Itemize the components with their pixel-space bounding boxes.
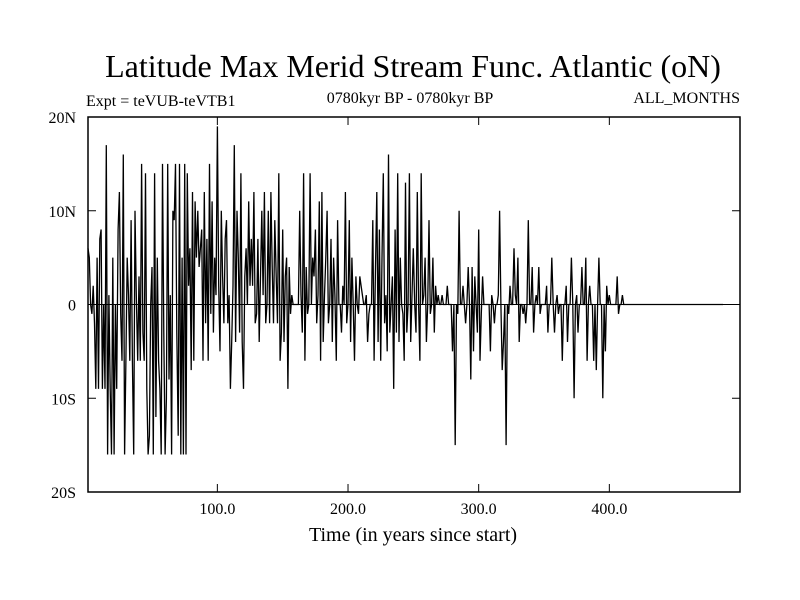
series-layer	[87, 126, 723, 455]
x-tick-label: 300.0	[461, 501, 497, 518]
x-axis: 100.0 200.0 300.0 400.0	[199, 117, 627, 518]
x-tick-label: 400.0	[591, 501, 627, 518]
period-label: 0780kyr BP - 0780kyr BP	[327, 90, 494, 107]
y-axis: 20N 10N 0 10S 20S	[48, 110, 740, 502]
x-axis-label: Time (in years since start)	[309, 524, 517, 546]
y-tick-label: 10N	[48, 204, 76, 221]
x-tick-label: 200.0	[330, 501, 366, 518]
experiment-label: Expt = teVUB-teVTB1	[86, 93, 235, 110]
chart-title: Latitude Max Merid Stream Func. Atlantic…	[105, 48, 721, 84]
months-label: ALL_MONTHS	[633, 90, 740, 107]
x-tick-label: 100.0	[199, 501, 235, 518]
plot-frame	[87, 116, 741, 493]
y-tick-label: 10S	[51, 391, 76, 408]
y-tick-label: 20S	[51, 485, 76, 502]
series-line	[87, 126, 723, 455]
y-tick-label: 20N	[48, 110, 76, 127]
y-tick-label: 0	[68, 298, 76, 315]
